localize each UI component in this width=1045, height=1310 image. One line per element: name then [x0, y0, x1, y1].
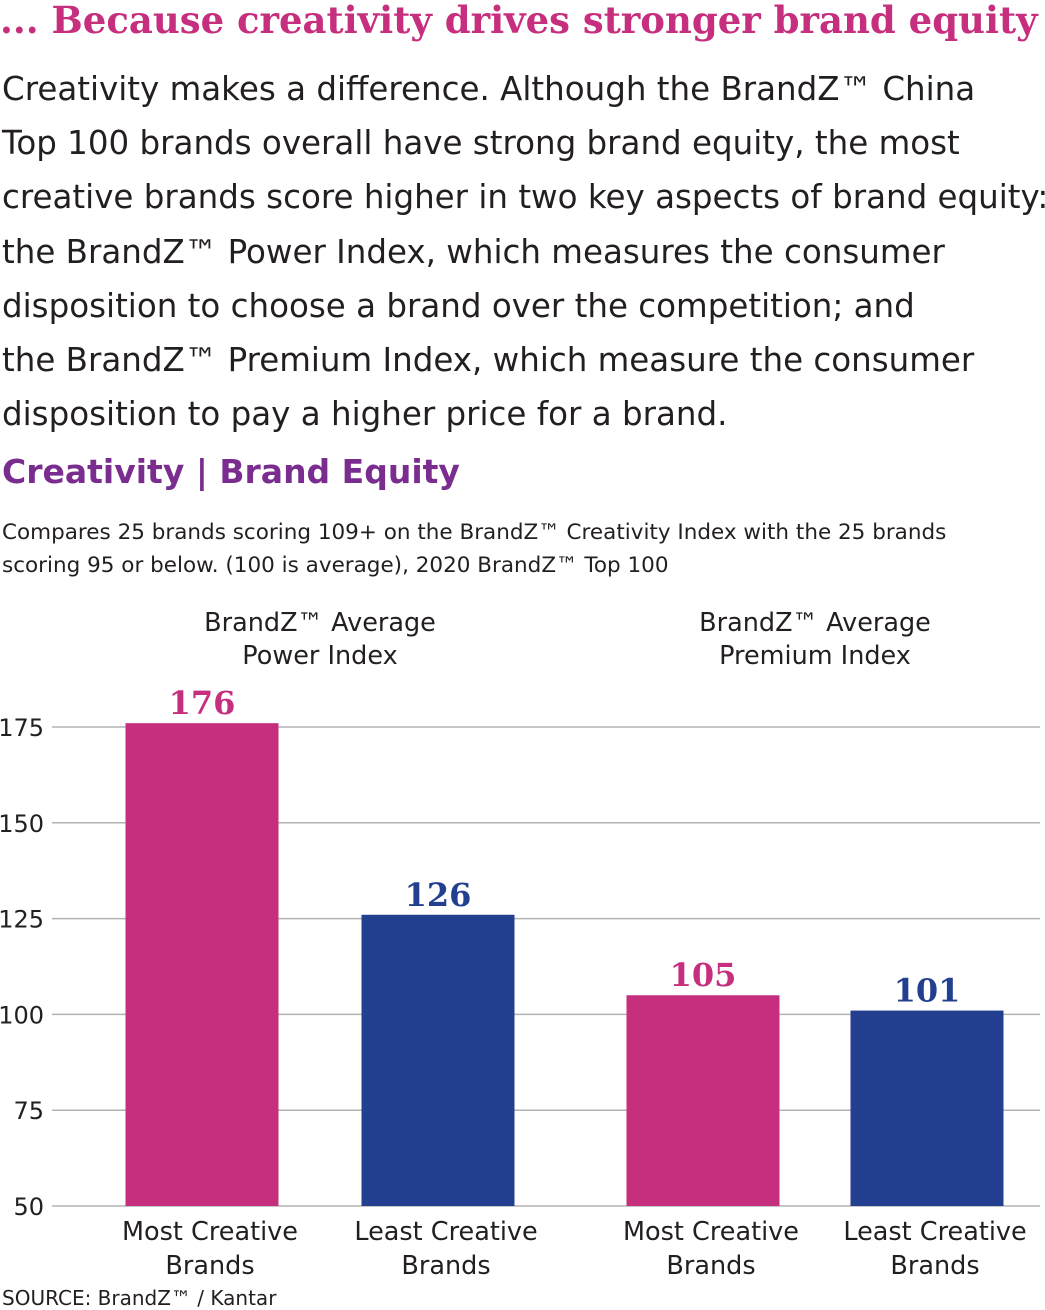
x-tick-label: Brands — [666, 1251, 755, 1280]
intro-line: creative brands score higher in two key … — [2, 178, 1045, 217]
x-tick-label: Least Creative — [843, 1217, 1026, 1247]
intro-line: Creativity makes a difference. Although … — [2, 70, 976, 108]
x-tick-label: Brands — [890, 1251, 979, 1280]
intro-paragraph: Creativity makes a difference. Although … — [2, 62, 1045, 441]
y-tick-label: 100 — [0, 1001, 44, 1029]
chart-title: Creativity | Brand Equity — [2, 452, 460, 491]
intro-line: the BrandZ™ Premium Index, which measure… — [2, 341, 975, 380]
x-tick-label: Brands — [165, 1251, 254, 1280]
chart-subtitle: Compares 25 brands scoring 109+ on the B… — [2, 516, 1042, 582]
x-tick-label: Most Creative — [122, 1217, 298, 1247]
data-label: 105 — [670, 956, 737, 994]
subtitle-line: Compares 25 brands scoring 109+ on the B… — [2, 520, 947, 545]
data-label: 176 — [169, 684, 236, 722]
x-tick-label: Brands — [401, 1251, 490, 1280]
data-label: 101 — [894, 972, 961, 1010]
bar — [850, 1010, 1004, 1206]
x-tick-label: Least Creative — [354, 1217, 537, 1247]
y-tick-label: 50 — [13, 1193, 44, 1221]
y-tick-label: 75 — [13, 1097, 44, 1125]
x-tick-label: Most Creative — [623, 1217, 799, 1247]
y-tick-label: 125 — [0, 906, 44, 934]
source-note: SOURCE: BrandZ™ / Kantar — [2, 1286, 277, 1310]
group-title-line: BrandZ™ Average — [699, 608, 931, 638]
page-heading: ... Because creativity drives stronger b… — [0, 0, 1038, 42]
group-title-line: Premium Index — [719, 641, 911, 671]
y-tick-label: 175 — [0, 714, 44, 742]
bar — [125, 723, 279, 1206]
intro-line: disposition to pay a higher price for a … — [2, 395, 728, 434]
y-tick-label: 150 — [0, 810, 44, 838]
group-title-line: Power Index — [242, 641, 397, 671]
subtitle-line: scoring 95 or below. (100 is average), 2… — [2, 553, 669, 578]
bar — [361, 914, 515, 1206]
bar — [626, 995, 780, 1206]
data-label: 126 — [405, 876, 472, 914]
intro-line: the BrandZ™ Power Index, which measures … — [2, 232, 945, 271]
group-title-line: BrandZ™ Average — [204, 608, 436, 638]
intro-line: disposition to choose a brand over the c… — [2, 286, 915, 325]
intro-line: Top 100 brands overall have strong brand… — [2, 124, 960, 163]
